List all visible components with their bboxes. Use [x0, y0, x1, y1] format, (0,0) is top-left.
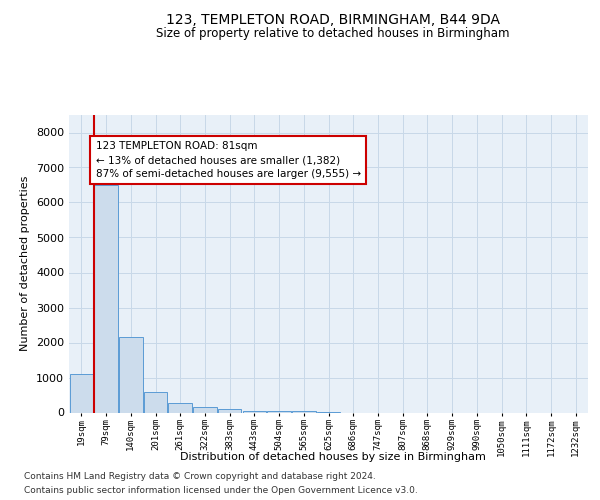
Bar	[169, 403, 192, 412]
Text: Contains public sector information licensed under the Open Government Licence v3: Contains public sector information licen…	[24, 486, 418, 495]
Bar	[70, 374, 93, 412]
Bar	[119, 337, 143, 412]
Bar	[193, 407, 217, 412]
Text: 123 TEMPLETON ROAD: 81sqm
← 13% of detached houses are smaller (1,382)
87% of se: 123 TEMPLETON ROAD: 81sqm ← 13% of detac…	[95, 141, 361, 180]
Text: Contains HM Land Registry data © Crown copyright and database right 2024.: Contains HM Land Registry data © Crown c…	[24, 472, 376, 481]
Text: Distribution of detached houses by size in Birmingham: Distribution of detached houses by size …	[180, 452, 486, 462]
Bar	[144, 392, 167, 412]
Y-axis label: Number of detached properties: Number of detached properties	[20, 176, 31, 352]
Text: 123, TEMPLETON ROAD, BIRMINGHAM, B44 9DA: 123, TEMPLETON ROAD, BIRMINGHAM, B44 9DA	[166, 12, 500, 26]
Bar	[218, 410, 241, 412]
Text: Size of property relative to detached houses in Birmingham: Size of property relative to detached ho…	[156, 28, 510, 40]
Bar	[94, 185, 118, 412]
Bar	[268, 411, 291, 412]
Bar	[242, 410, 266, 412]
